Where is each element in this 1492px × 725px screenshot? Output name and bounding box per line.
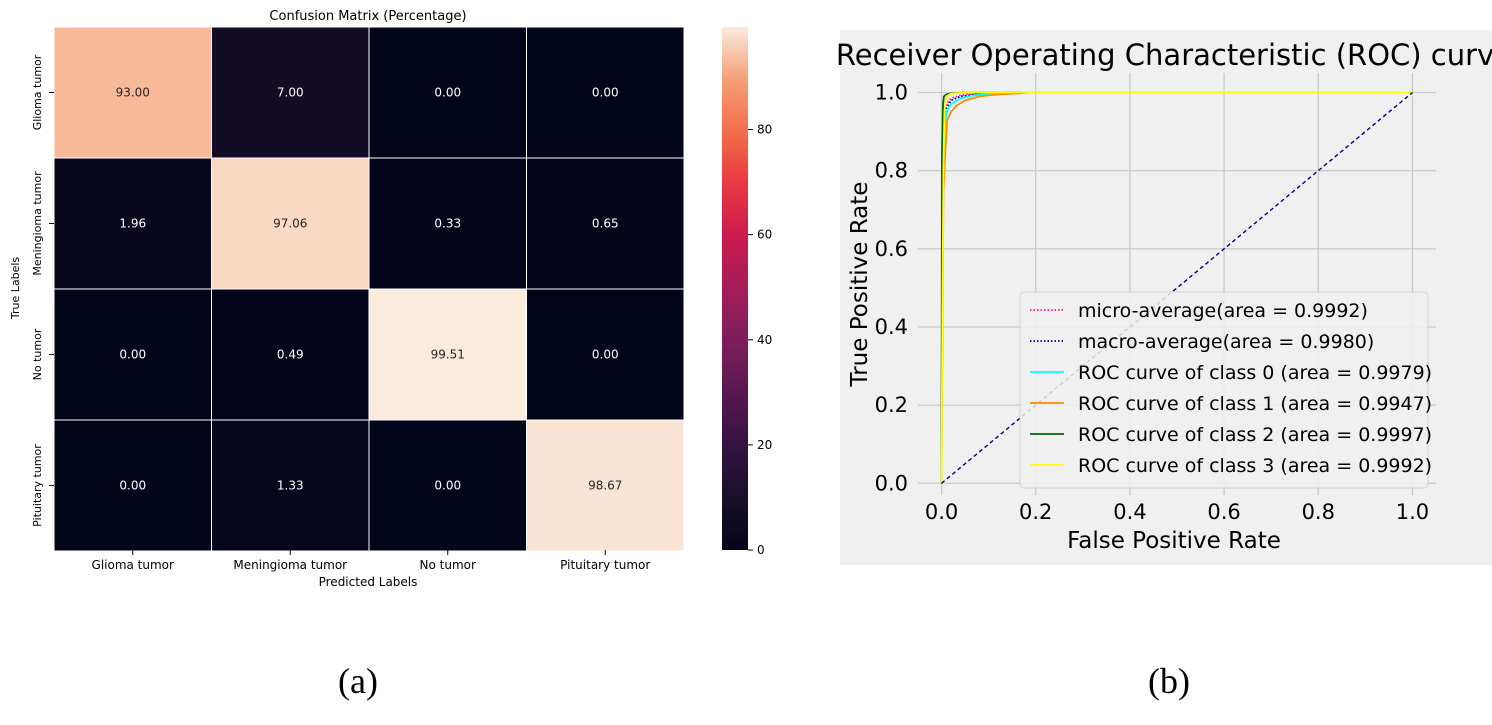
- confusion-matrix-chart: 93.00 7.00 0.00 0.00 1.96 97.06 0.33 0.65 0.00 0.…: [9, 9, 772, 589]
- legend-label: ROC curve of class 3 (area = 0.9992): [1078, 455, 1432, 477]
- heatmap-cell: [368, 26, 527, 159]
- cell-value-label: 1.33: [277, 479, 304, 493]
- y-tick-label: 1.0: [875, 81, 908, 105]
- y-tick-label: No tumor: [31, 328, 44, 380]
- y-tick-label: 0.6: [875, 237, 908, 261]
- colorbar-tick-label: 20: [757, 438, 772, 452]
- heatmap-cell: [526, 288, 685, 421]
- y-tick-label: Glioma tumor: [31, 54, 44, 130]
- heatmap-cell: [526, 26, 685, 159]
- heatmap-cell: [211, 26, 370, 159]
- x-tick-label: Glioma tumor: [92, 558, 175, 572]
- colorbar-tick-label: 40: [757, 333, 772, 347]
- y-tick-label: 0.0: [875, 471, 908, 495]
- cell-value-label: 0.65: [592, 217, 619, 231]
- roc-series-line: [940, 91, 1032, 484]
- heatmap-cell: [53, 157, 212, 290]
- cell-value-label: 98.67: [588, 479, 622, 493]
- x-tick-label: Pituitary tumor: [560, 558, 650, 572]
- y-tick-label: 0.8: [875, 159, 908, 183]
- roc-chart: 0.0 0.2 0.4 0.6 0.8 1.0 0.0 0.2 0.4 0.6 0.8 1.0 Rece…: [836, 30, 1492, 565]
- cell-value-label: 0.00: [119, 479, 146, 493]
- roc-title: Receiver Operating Characteristic (ROC) …: [836, 38, 1492, 72]
- heatmap-cell: [211, 157, 370, 290]
- cell-value-label: 93.00: [116, 86, 150, 100]
- heatmap-title: Confusion Matrix (Percentage): [269, 9, 466, 24]
- legend-label: ROC curve of class 1 (area = 0.9947): [1078, 393, 1432, 415]
- cell-value-label: 97.06: [273, 217, 307, 231]
- y-tick-label: 0.4: [875, 315, 908, 339]
- legend-label: ROC curve of class 0 (area = 0.9979): [1078, 362, 1432, 384]
- heatmap-cell: [53, 419, 212, 552]
- cell-value-label: 0.00: [592, 86, 619, 100]
- legend-box: [1019, 291, 1429, 489]
- x-tick-label: No tumor: [420, 558, 476, 572]
- heatmap-cell: [368, 419, 527, 552]
- caption-a: (a): [338, 661, 378, 701]
- x-tick-label: 0.8: [1302, 500, 1335, 524]
- cell-value-label: 0.00: [119, 348, 146, 362]
- cell-value-label: 99.51: [431, 348, 465, 362]
- x-tick-label: 0.6: [1207, 500, 1240, 524]
- colorbar: [722, 27, 748, 550]
- heatmap-cell: [53, 26, 212, 159]
- colorbar-tick-label: 60: [757, 228, 772, 242]
- heatmap-cell: [211, 419, 370, 552]
- x-tick-label: 0.0: [925, 500, 958, 524]
- x-axis-label: Predicted Labels: [319, 575, 418, 589]
- y-tick-label: Pituitary tumor: [31, 444, 44, 527]
- y-tick-label: 0.2: [875, 393, 908, 417]
- heatmap-cell: [211, 288, 370, 421]
- legend-label: micro-average(area = 0.9992): [1078, 300, 1368, 322]
- y-axis-label: True Labels: [9, 257, 22, 321]
- roc-series-line: [940, 91, 1413, 484]
- legend-label: ROC curve of class 2 (area = 0.9997): [1078, 424, 1432, 446]
- cell-value-label: 0.00: [434, 479, 461, 493]
- x-tick-label: Meningioma tumor: [233, 558, 347, 572]
- y-axis-label: True Positive Rate: [847, 182, 873, 388]
- cell-value-label: 0.33: [434, 217, 461, 231]
- cell-value-label: 7.00: [277, 86, 304, 100]
- legend-label: macro-average(area = 0.9980): [1078, 331, 1374, 353]
- heatmap-cell: [526, 419, 685, 552]
- heatmap-cell: [526, 157, 685, 290]
- x-tick-label: 1.0: [1396, 500, 1429, 524]
- colorbar-tick-label: 0: [757, 543, 765, 557]
- cell-value-label: 0.00: [434, 86, 461, 100]
- x-axis-label: False Positive Rate: [1067, 528, 1281, 554]
- caption-b: (b): [1148, 661, 1190, 701]
- y-tick-label: Meningioma tumor: [31, 171, 44, 276]
- cell-value-label: 0.00: [592, 348, 619, 362]
- x-tick-label: 0.2: [1019, 500, 1052, 524]
- colorbar-tick-label: 80: [757, 123, 772, 137]
- x-tick-label: 0.4: [1113, 500, 1146, 524]
- cell-value-label: 1.96: [119, 217, 146, 231]
- cell-value-label: 0.49: [277, 348, 304, 362]
